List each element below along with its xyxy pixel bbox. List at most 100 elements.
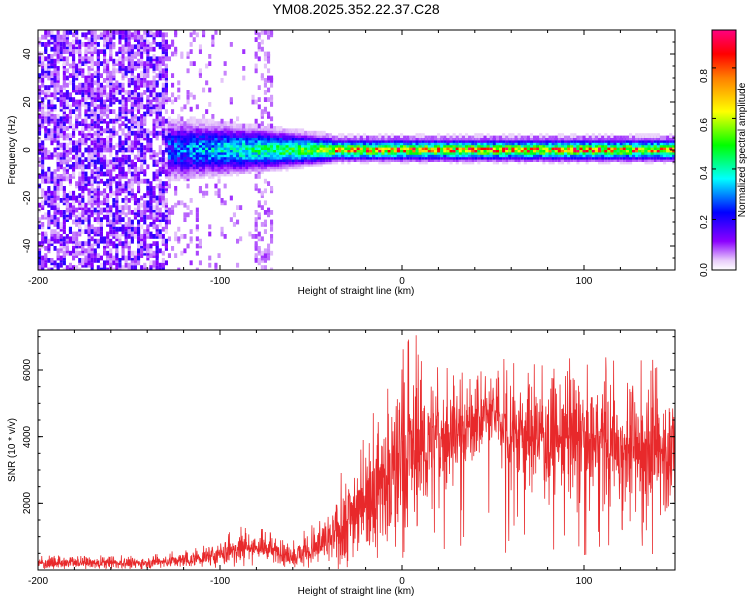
heatmap-cell	[412, 142, 416, 148]
heatmap-cell	[254, 183, 258, 189]
heatmap-cell	[208, 102, 212, 107]
heatmap-cell	[461, 154, 465, 160]
heatmap-cell	[41, 154, 45, 160]
heatmap-cell	[96, 138, 100, 143]
heatmap-cell	[158, 262, 162, 268]
heatmap-cell	[38, 217, 42, 222]
heatmap-cell	[115, 85, 119, 90]
heatmap-cell	[560, 142, 564, 148]
heatmap-cell	[118, 258, 122, 263]
heatmap-cell	[601, 135, 605, 141]
heatmap-cell	[121, 58, 125, 64]
heatmap-cell	[248, 166, 252, 172]
heatmap-cell	[232, 130, 236, 136]
heatmap-cell	[424, 135, 428, 141]
heatmap-cell	[548, 135, 552, 141]
heatmap-cell	[127, 97, 131, 102]
heatmap-cell	[285, 130, 289, 136]
heatmap-cell	[387, 154, 391, 160]
heatmap-cell	[217, 253, 221, 258]
heatmap-cell	[44, 262, 48, 268]
heatmap-cell	[96, 166, 100, 172]
heatmap-cell	[143, 262, 147, 268]
heatmap-cell	[90, 32, 94, 38]
heatmap-cell	[607, 135, 611, 141]
heatmap-cell	[254, 253, 258, 258]
heatmap-cell	[50, 258, 54, 263]
heatmap-cell	[103, 214, 107, 220]
heatmap-cell	[41, 34, 45, 40]
heatmap-cell	[38, 37, 42, 42]
heatmap-cell	[198, 260, 202, 266]
heatmap-cell	[38, 114, 42, 119]
heatmap-cell	[103, 54, 107, 59]
heatmap-cell	[140, 70, 144, 76]
heatmap-cell	[409, 135, 413, 141]
heatmap-cell	[87, 176, 91, 182]
heatmap-cell	[121, 250, 125, 256]
heatmap-cell	[263, 248, 267, 254]
heatmap-cell	[161, 250, 165, 256]
heatmap-cell	[270, 142, 274, 148]
heatmap-cell	[208, 154, 212, 160]
heatmap-cell	[551, 142, 555, 148]
heatmap-cell	[59, 198, 63, 203]
heatmap-cell	[149, 181, 153, 186]
heatmap-cell	[465, 142, 469, 148]
heatmap-cell	[177, 226, 181, 232]
heatmap-ticks	[37, 29, 675, 271]
heatmap-cell	[267, 250, 271, 256]
heatmap-cell	[564, 154, 568, 160]
heatmap-cell	[198, 142, 202, 148]
heatmap-cell	[103, 142, 107, 148]
heatmap-cell	[434, 135, 438, 141]
heatmap-cell	[65, 32, 69, 38]
heatmap-cell	[38, 42, 42, 47]
heatmap-cell	[72, 200, 76, 206]
heatmap-cell	[115, 130, 119, 136]
heatmap-cell	[62, 44, 66, 50]
heatmap-cell	[96, 42, 100, 47]
heatmap-cell	[362, 142, 366, 148]
heatmap-cell	[127, 183, 131, 189]
heatmap-cell	[90, 265, 94, 270]
heatmap-cell	[378, 154, 382, 160]
heatmap-cell	[471, 154, 475, 160]
heatmap-cell	[81, 126, 85, 131]
heatmap-cell	[62, 30, 66, 35]
heatmap-cell	[248, 142, 252, 148]
heatmap-cell	[152, 224, 156, 230]
heatmap-cell	[41, 82, 45, 88]
heatmap-cell	[242, 75, 246, 81]
heatmap-cell	[44, 147, 48, 153]
heatmap-cell	[502, 142, 506, 148]
heatmap-cell	[167, 219, 171, 225]
heatmap-cell	[65, 99, 69, 105]
heatmap-cell	[106, 178, 110, 184]
heatmap-cell	[121, 241, 125, 246]
heatmap-cell	[41, 90, 45, 95]
heatmap-cell	[276, 130, 280, 136]
heatmap-cell	[53, 34, 57, 40]
heatmap-cell	[195, 32, 199, 38]
heatmap-cell	[115, 142, 119, 148]
heatmap-cell	[118, 166, 122, 172]
heatmap-cell	[59, 34, 63, 40]
heatmap-cell	[106, 92, 110, 98]
heatmap-cell	[155, 195, 159, 201]
heatmap-cell	[78, 82, 82, 88]
heatmap-cell	[610, 154, 614, 160]
heatmap-cell	[177, 142, 181, 148]
heatmap-cell	[390, 133, 394, 138]
heatmap-cell	[223, 121, 227, 126]
heatmap-cell	[127, 265, 131, 270]
heatmap-cell	[96, 253, 100, 258]
heatmap-cell	[106, 58, 110, 64]
heatmap-cell	[84, 171, 88, 177]
heatmap-cell	[106, 202, 110, 208]
heatmap-cell	[38, 224, 42, 230]
heatmap-cell	[44, 253, 48, 258]
heatmap-cell	[140, 97, 144, 102]
heatmap-ylabel: Frequency (Hz)	[7, 116, 18, 185]
heatmap-cell	[87, 253, 91, 258]
